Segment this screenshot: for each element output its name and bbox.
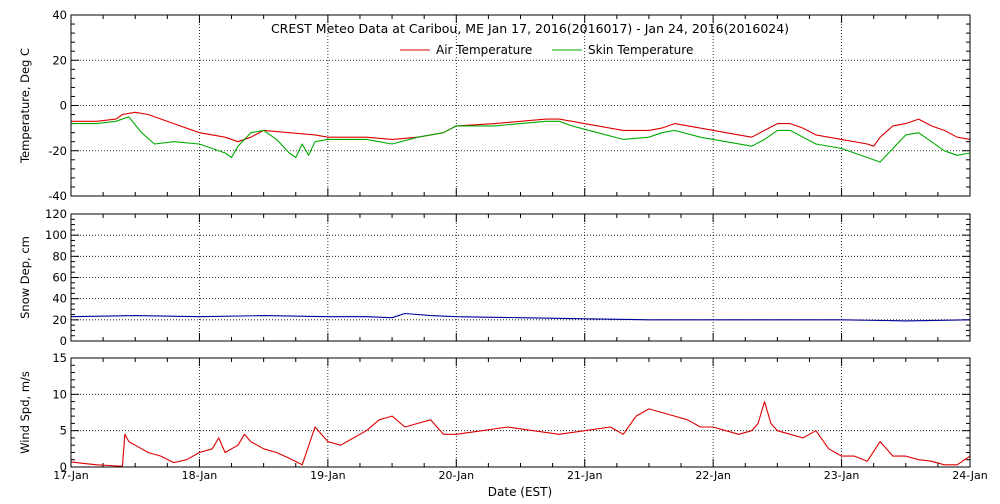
y-tick-label: 0 — [60, 460, 67, 474]
y-tick-label: 40 — [52, 292, 67, 306]
legend-skin-label: Skin Temperature — [588, 43, 693, 57]
series-line-wind-0 — [70, 401, 971, 467]
legend-air-label: Air Temperature — [436, 43, 532, 57]
panel-wind: 0 5 10 15 17-Jan 18-Jan 19-Jan 20-Jan 21-Jan 22-J… — [18, 351, 988, 482]
series-line-snow-0 — [70, 312, 971, 322]
y-tick-label: 0 — [60, 334, 67, 348]
x-tick-label: 22-Jan — [695, 469, 731, 482]
y-tick-label: 20 — [52, 313, 67, 327]
series-line-temperature-0 — [71, 111, 971, 147]
x-tick-label: 23-Jan — [824, 469, 860, 482]
y-tick-label: 100 — [45, 228, 67, 242]
y-axis-label: Wind Spd, m/s — [18, 371, 32, 454]
y-axis-label: Temperature, Deg C — [18, 48, 32, 164]
plot-frame — [70, 213, 971, 342]
plot-frame — [70, 14, 971, 197]
y-tick-label: 0 — [60, 99, 67, 113]
x-tick-label: 20-Jan — [439, 469, 475, 482]
series-line-temperature-1 — [71, 116, 971, 163]
x-tick-label: 18-Jan — [182, 469, 218, 482]
y-axis-label: Snow Dep, cm — [18, 236, 32, 319]
x-tick-label: 24-Jan — [952, 469, 988, 482]
y-tick-label: 10 — [52, 387, 67, 401]
y-tick-label: 5 — [60, 424, 67, 438]
chart-legend: Air Temperature Skin Temperature — [400, 43, 693, 57]
y-tick-label: 15 — [52, 351, 67, 365]
x-tick-label: 21-Jan — [567, 469, 603, 482]
y-tick-label: 40 — [52, 8, 67, 22]
chart-title: CREST Meteo Data at Caribou, ME Jan 17, … — [271, 21, 789, 36]
y-tick-label: -20 — [48, 144, 67, 158]
panel-temperature: -40 -20 0 20 40 Temperature, Deg C — [18, 8, 971, 203]
y-tick-label: 120 — [45, 207, 67, 221]
x-tick-label: 19-Jan — [310, 469, 346, 482]
panel-snow: 0 20 40 60 80 100 120 Snow Dep, cm — [18, 207, 971, 348]
chart-panels: -40 -20 0 20 40 Temperature, Deg C 0 20 40 60 80 10… — [18, 8, 988, 482]
y-tick-label: 80 — [52, 249, 67, 263]
y-tick-label: -40 — [48, 189, 67, 203]
y-tick-label: 20 — [52, 53, 67, 67]
plot-frame — [70, 357, 971, 468]
x-tick-label: 17-Jan — [53, 469, 89, 482]
x-axis-label: Date (EST) — [488, 485, 552, 499]
y-tick-label: 60 — [52, 271, 67, 285]
